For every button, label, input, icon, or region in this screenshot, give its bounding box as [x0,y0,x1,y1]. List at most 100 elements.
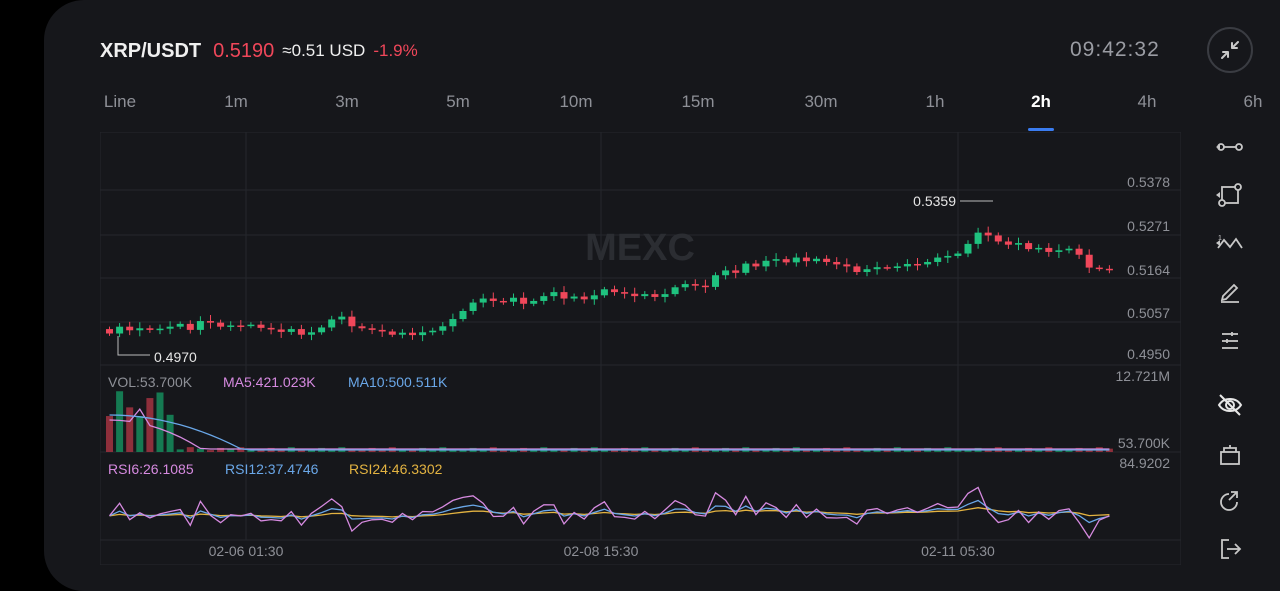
volume-bar [479,449,487,452]
high-label: 0.5359 [913,193,956,209]
price-tick: 0.5378 [1127,174,1170,190]
expand-arrow-icon [1216,240,1220,246]
volume-bars [106,391,1113,452]
candle-body [631,293,639,297]
candle-body [570,296,578,299]
candle-body [590,295,598,300]
candle-body [540,296,548,301]
candle-body [1075,248,1083,255]
volume-bar [328,449,336,452]
candle-body [712,275,719,287]
candle-body [802,257,810,262]
tab-1h[interactable]: 1h [925,92,945,111]
candle-body [651,294,659,297]
candle-body [600,289,608,296]
candle-body [499,300,507,303]
tab-1m[interactable]: 1m [224,92,248,111]
candle-body [368,328,376,330]
tab-3m[interactable]: 3m [335,92,359,111]
vol-max-label: 12.721M [1116,368,1170,384]
volume-bar [429,449,437,452]
candles [106,226,1113,342]
collapse-fullscreen-button[interactable] [1207,27,1253,73]
candle-body [429,330,437,333]
candle-body [1105,268,1113,271]
tab-30m[interactable]: 30m [804,92,838,111]
candle-body [267,327,275,330]
wave-tool[interactable]: 1 [1212,228,1248,258]
price-tick: 0.5271 [1127,218,1170,234]
tab-5m[interactable]: 5m [446,92,470,111]
candle-body [126,326,134,331]
chart-area[interactable]: MEXC 0.5359 0.4970 0.5378 0.5271 0.5164 … [100,132,1181,565]
volume-bar [1085,449,1093,452]
clear-tool[interactable] [1212,440,1248,470]
volume-bar [964,450,972,452]
candle-body [469,302,477,311]
ma10-legend: MA10:500.511K [348,374,448,390]
volume-bar [186,447,194,452]
volume-bar [126,407,134,452]
tab-6h[interactable]: 6h [1243,92,1263,111]
volume-bar [833,449,841,452]
candle-body [924,261,932,265]
candle-body [550,292,558,297]
candle-body [459,311,467,320]
volume-bar [358,450,366,452]
candle-body [530,300,538,304]
rsi24-legend: RSI24:46.3302 [349,461,443,477]
pair-name[interactable]: XRP/USDT [100,39,202,62]
candle-body [1004,241,1012,245]
line-tool[interactable] [1212,132,1248,162]
tab-2h[interactable]: 2h [1031,92,1051,111]
shape-tool[interactable] [1212,180,1248,210]
candle-body [338,316,346,320]
volume-bar [560,450,568,452]
chart-border [100,132,1181,565]
hide-drawings-tool[interactable] [1212,390,1248,420]
expand-arrow-icon [1216,144,1220,150]
clock: 09:42:32 [1070,38,1160,61]
tab-10m[interactable]: 10m [559,92,593,111]
volume-bar [813,450,820,452]
volume-bar [510,450,517,452]
price-tick: 0.5057 [1127,305,1170,321]
volume-bar [257,450,265,452]
exit-tool[interactable] [1212,534,1248,564]
candle-body [792,257,800,263]
tab-4h[interactable]: 4h [1137,92,1157,111]
volume-bar [459,450,467,452]
candle-body [489,298,497,301]
active-tab-underline [1028,128,1054,131]
interval-tabs: Line 1m 3m 5m 10m 15m 30m 1h 2h 4h 6h [0,92,1280,132]
candle-body [762,260,770,267]
tab-line[interactable]: Line [103,92,137,111]
candle-body [833,261,841,265]
volume-bar [681,449,689,452]
candle-body [287,329,295,332]
volume-bar [611,450,618,452]
candle-body [671,287,679,295]
candle-body [227,325,235,327]
candle-body [398,332,406,335]
volume-bar [934,449,942,452]
candle-body [419,332,427,336]
time-label: 02-06 01:30 [209,543,284,559]
candlestick-chart[interactable]: MEXC 0.5359 0.4970 0.5378 0.5271 0.5164 … [100,132,1181,565]
tab-15m[interactable]: 15m [681,92,715,111]
volume-bar [156,392,164,452]
volume-bar [712,450,719,452]
candle-body [146,328,154,330]
volume-bar [732,449,740,452]
volume-bar [530,449,538,452]
candle-body [247,324,255,327]
volume-bar [883,449,891,452]
candle-body [893,266,901,268]
candle-body [1065,248,1073,251]
pencil-tool[interactable] [1212,276,1248,306]
candle-body [752,263,760,267]
indicator-settings-tool[interactable] [1212,326,1248,356]
candle-body [823,258,831,262]
share-tool[interactable] [1212,486,1248,516]
eye-off-icon [1217,394,1243,416]
